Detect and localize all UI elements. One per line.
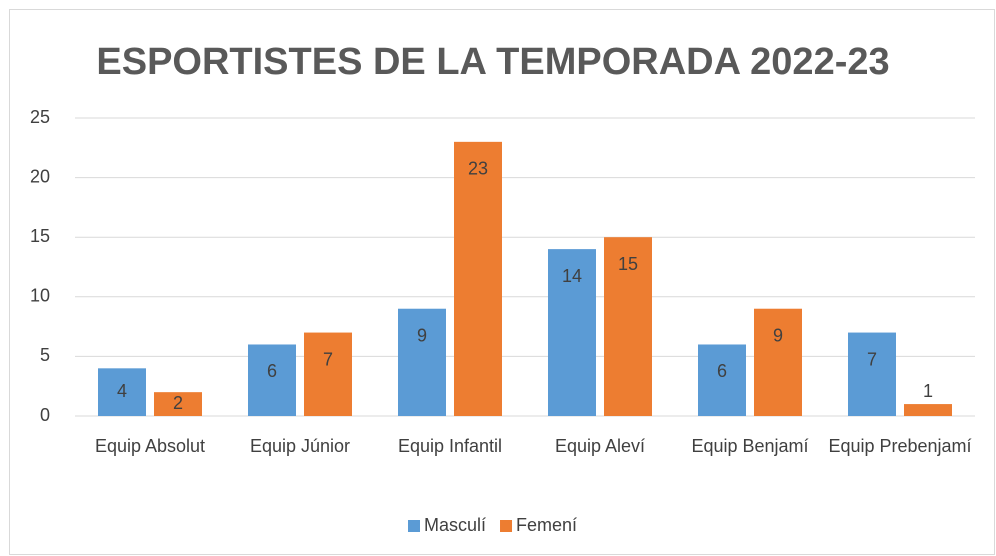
data-label: 23 — [468, 159, 488, 179]
legend-label: Masculí — [424, 515, 486, 535]
legend-swatch — [408, 520, 420, 532]
data-label: 9 — [417, 325, 427, 345]
y-tick-label: 5 — [40, 345, 50, 365]
data-label: 14 — [562, 266, 582, 286]
x-tick-label: Equip Benjamí — [691, 436, 808, 456]
legend-label: Femení — [516, 515, 577, 535]
bar — [754, 308, 802, 416]
y-tick-label: 20 — [30, 166, 50, 186]
chart-title: ESPORTISTES DE LA TEMPORADA 2022-23 — [96, 41, 889, 83]
bar — [698, 344, 746, 416]
data-label: 4 — [117, 381, 127, 401]
bar — [154, 392, 202, 416]
data-label: 6 — [717, 361, 727, 381]
data-label: 9 — [773, 325, 783, 345]
bar — [398, 308, 446, 416]
bar — [548, 249, 596, 416]
bar — [454, 141, 502, 416]
legend-swatch — [500, 520, 513, 532]
bar — [304, 332, 352, 416]
y-tick-label: 25 — [30, 107, 50, 127]
y-tick-label: 0 — [40, 405, 50, 425]
x-tick-label: Equip Infantil — [398, 436, 502, 456]
x-tick-label: Equip Absolut — [95, 436, 205, 456]
y-tick-label: 10 — [30, 286, 50, 306]
data-label: 7 — [867, 349, 877, 369]
bar — [904, 404, 952, 416]
x-tick-label: Equip Prebenjamí — [828, 436, 971, 456]
data-label: 7 — [323, 349, 333, 369]
bar — [604, 237, 652, 416]
y-tick-label: 15 — [30, 226, 50, 246]
data-label: 6 — [267, 361, 277, 381]
data-label: 15 — [618, 254, 638, 274]
bar — [848, 332, 896, 416]
bar — [248, 344, 296, 416]
data-label: 2 — [173, 393, 183, 413]
x-tick-label: Equip Aleví — [555, 436, 645, 456]
data-label: 1 — [923, 381, 933, 401]
bar — [98, 368, 146, 416]
x-tick-label: Equip Júnior — [250, 436, 350, 456]
